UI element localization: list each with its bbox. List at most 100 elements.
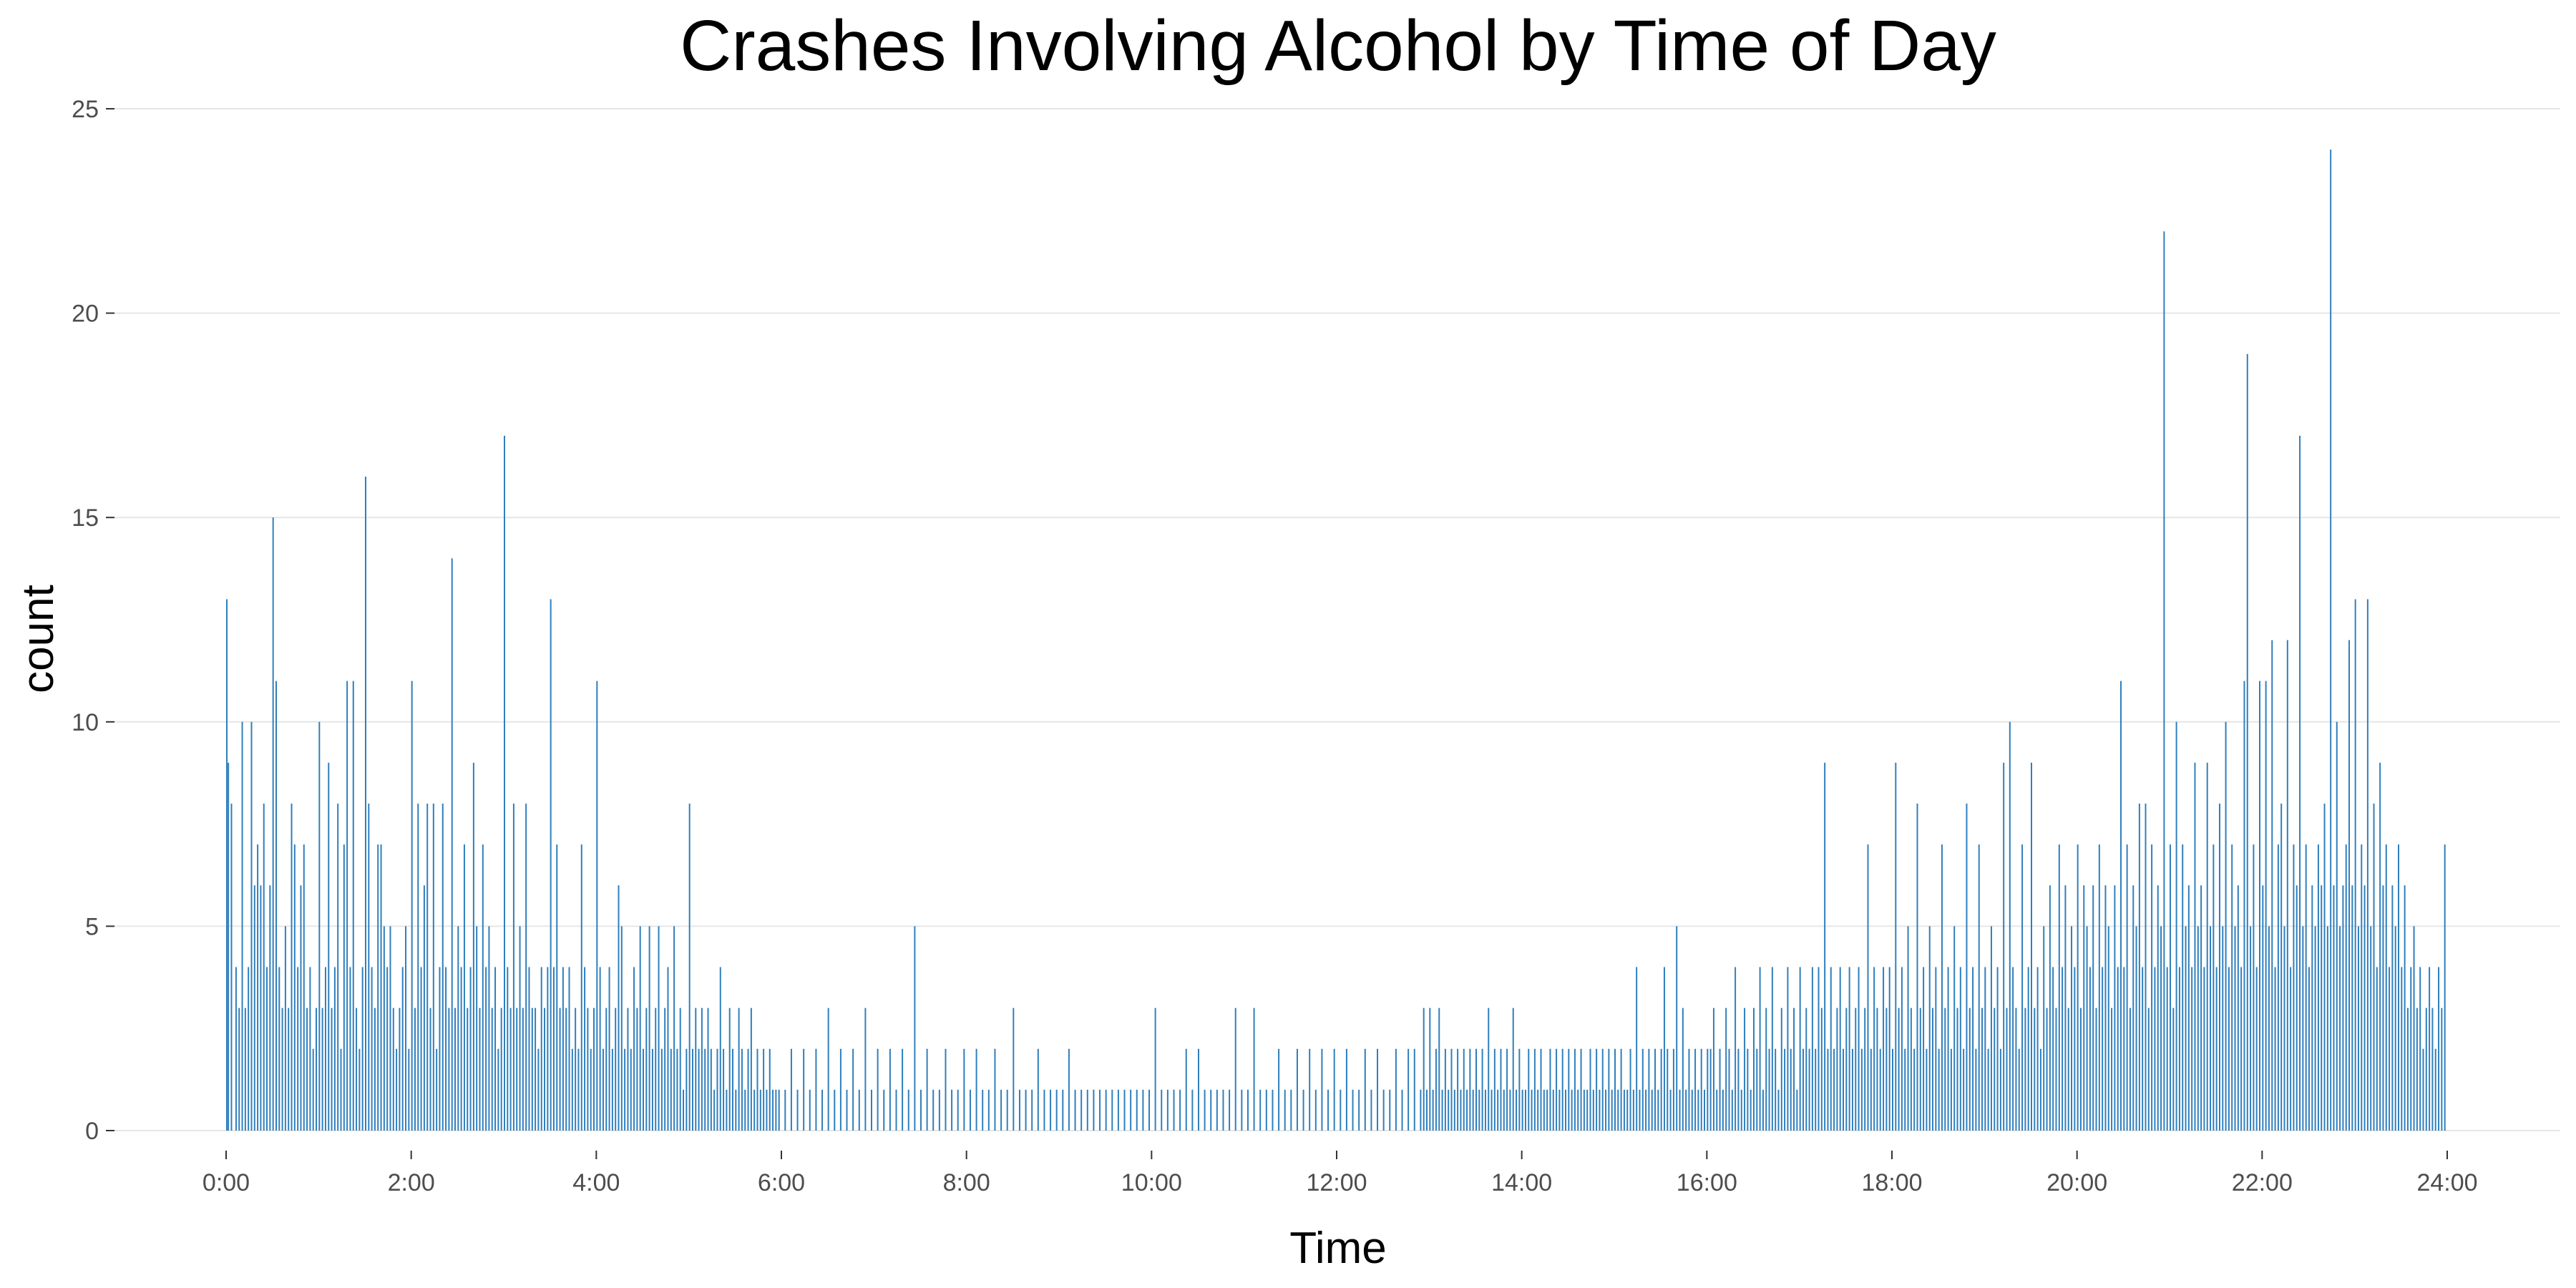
bar (1401, 1089, 1403, 1131)
bar (920, 1089, 922, 1131)
bar (1043, 1089, 1045, 1131)
bar (479, 1008, 481, 1131)
bar (297, 967, 299, 1131)
bar (2240, 967, 2243, 1131)
bar (507, 967, 509, 1131)
bar (432, 804, 434, 1131)
bar (1441, 1089, 1443, 1131)
bar (790, 1048, 792, 1131)
bar (1759, 967, 1761, 1131)
bar (1466, 1089, 1468, 1131)
bar (1516, 1089, 1518, 1131)
bar (1784, 1048, 1786, 1131)
bar (1407, 1048, 1410, 1131)
bar (525, 804, 527, 1131)
bar (2271, 640, 2273, 1131)
bar (2410, 967, 2412, 1131)
bar (2197, 926, 2199, 1131)
bar (1611, 1089, 1613, 1131)
bar (2210, 926, 2212, 1131)
bar (2339, 926, 2341, 1131)
bar (228, 762, 230, 1131)
y-tick-label: 0 (85, 1118, 99, 1145)
bar (1154, 1008, 1156, 1131)
bar (1836, 1008, 1838, 1131)
bar (1500, 1048, 1502, 1131)
bar (951, 1089, 953, 1131)
bar (670, 1048, 672, 1131)
bar (1845, 1008, 1848, 1131)
bar (1787, 967, 1789, 1131)
bar (1333, 1048, 1335, 1131)
bar (377, 844, 379, 1131)
bar (2009, 721, 2011, 1131)
x-tick-label: 6:00 (758, 1169, 805, 1196)
bar (2277, 844, 2279, 1131)
bar (683, 1089, 685, 1131)
bar (559, 1008, 561, 1131)
bar (1947, 967, 1949, 1131)
bar (1246, 1089, 1249, 1131)
bar (1907, 926, 1909, 1131)
y-tick-label: 25 (72, 96, 99, 123)
bar (2342, 885, 2344, 1131)
bar (1867, 844, 1869, 1131)
y-tick-label: 5 (85, 913, 99, 940)
bar (2283, 926, 2285, 1131)
bar (535, 1008, 537, 1131)
bar (2043, 926, 2045, 1131)
bar (1657, 1089, 1659, 1131)
bar (1166, 1089, 1169, 1131)
bar (405, 926, 407, 1131)
bar (248, 967, 250, 1131)
bar (1944, 1008, 1946, 1131)
y-axis: 0 5 10 15 20 25 (72, 96, 114, 1145)
bar (846, 1089, 848, 1131)
bar (596, 680, 598, 1131)
bar (2062, 967, 2064, 1131)
bar (303, 844, 305, 1131)
bar (2049, 885, 2051, 1131)
x-tick-label: 10:00 (1121, 1169, 1182, 1196)
bar (577, 1048, 580, 1131)
bar (1740, 1089, 1742, 1131)
bar (1879, 1048, 1881, 1131)
bar (1552, 1089, 1554, 1131)
bar (2321, 885, 2323, 1131)
bar (568, 967, 570, 1131)
bar (2419, 967, 2421, 1131)
bar (2379, 762, 2381, 1131)
bar (1632, 1089, 1634, 1131)
bar (2175, 721, 2177, 1131)
bar (624, 1048, 626, 1131)
bar (1916, 804, 1918, 1131)
bar (2003, 762, 2005, 1131)
bar (1460, 1089, 1462, 1131)
bar (263, 804, 265, 1131)
bar (1278, 1048, 1280, 1131)
bar (1013, 1008, 1015, 1131)
bar (1453, 1089, 1455, 1131)
bar (1377, 1048, 1379, 1131)
bar (365, 477, 366, 1131)
bar (1796, 1089, 1798, 1131)
bar (747, 1048, 749, 1131)
bar (500, 1008, 502, 1131)
bar (528, 967, 530, 1131)
bar (2160, 926, 2162, 1131)
bar (759, 1089, 761, 1131)
bar (1469, 1048, 1471, 1131)
bar (2058, 844, 2060, 1131)
bar (2401, 967, 2403, 1131)
bar (2092, 885, 2094, 1131)
x-tick-label: 14:00 (1491, 1169, 1552, 1196)
bar (1771, 967, 1773, 1131)
bar (1987, 1048, 1989, 1131)
bar (250, 721, 253, 1131)
bar (1811, 967, 1813, 1131)
bar (1284, 1089, 1286, 1131)
bar (1919, 1008, 1921, 1131)
bar (753, 1089, 756, 1131)
bar (1314, 1089, 1317, 1131)
bar (1709, 1048, 1712, 1131)
